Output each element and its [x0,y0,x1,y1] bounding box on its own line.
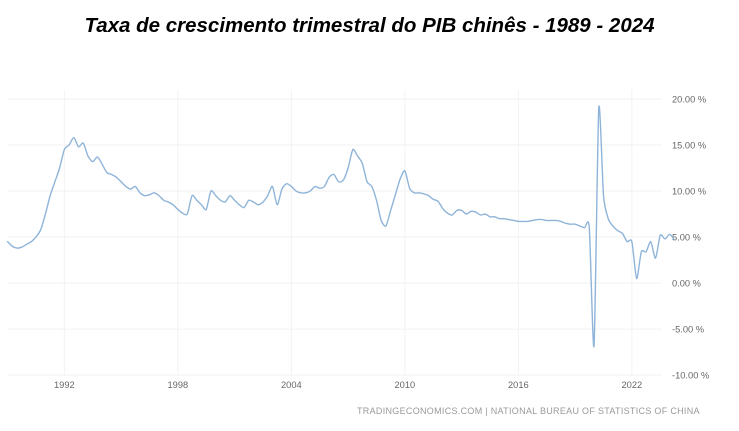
svg-text:1992: 1992 [54,380,75,390]
svg-text:2010: 2010 [395,380,416,390]
svg-text:5.00 %: 5.00 % [672,233,701,243]
svg-text:10.00 %: 10.00 % [672,187,706,197]
svg-text:2016: 2016 [508,380,529,390]
svg-text:1998: 1998 [168,380,189,390]
svg-text:2004: 2004 [281,380,302,390]
svg-text:-5.00 %: -5.00 % [672,325,704,335]
svg-text:20.00 %: 20.00 % [672,94,706,104]
svg-text:-10.00 %: -10.00 % [672,371,709,381]
svg-text:2022: 2022 [622,380,643,390]
svg-text:15.00 %: 15.00 % [672,140,706,150]
svg-text:0.00 %: 0.00 % [672,279,701,289]
